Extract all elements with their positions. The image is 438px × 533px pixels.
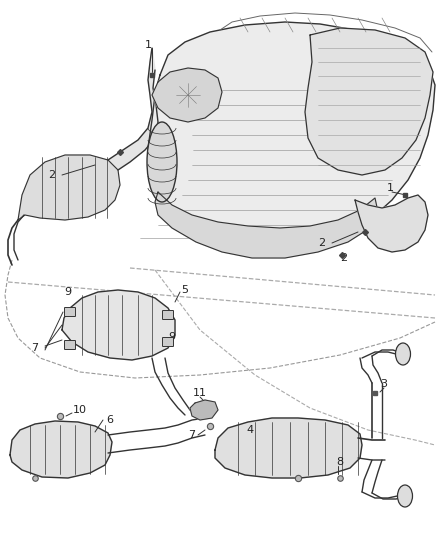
Polygon shape (215, 418, 362, 478)
FancyBboxPatch shape (64, 341, 75, 350)
FancyBboxPatch shape (162, 337, 173, 346)
Text: 3: 3 (381, 379, 388, 389)
Polygon shape (190, 400, 218, 420)
Text: 4: 4 (247, 425, 254, 435)
Text: 8: 8 (336, 457, 343, 467)
FancyBboxPatch shape (64, 308, 75, 317)
Polygon shape (148, 22, 435, 248)
Text: 10: 10 (73, 405, 87, 415)
Polygon shape (305, 28, 433, 175)
Ellipse shape (398, 485, 413, 507)
Text: 6: 6 (106, 415, 113, 425)
Polygon shape (155, 192, 378, 258)
Text: 1: 1 (145, 40, 152, 50)
Text: 2: 2 (49, 170, 56, 180)
Text: 9: 9 (64, 287, 71, 297)
Text: 2: 2 (340, 253, 348, 263)
Text: 7: 7 (32, 343, 39, 353)
Polygon shape (10, 421, 112, 478)
Polygon shape (355, 195, 428, 252)
Text: 5: 5 (181, 285, 188, 295)
Ellipse shape (147, 122, 177, 202)
Polygon shape (18, 155, 120, 220)
Text: 7: 7 (188, 430, 195, 440)
FancyBboxPatch shape (162, 311, 173, 319)
Text: 11: 11 (193, 388, 207, 398)
Text: 1: 1 (386, 183, 393, 193)
Text: 2: 2 (318, 238, 325, 248)
Text: 9: 9 (169, 332, 176, 342)
Polygon shape (152, 68, 222, 122)
Polygon shape (62, 290, 175, 360)
Polygon shape (108, 48, 158, 170)
Ellipse shape (396, 343, 410, 365)
